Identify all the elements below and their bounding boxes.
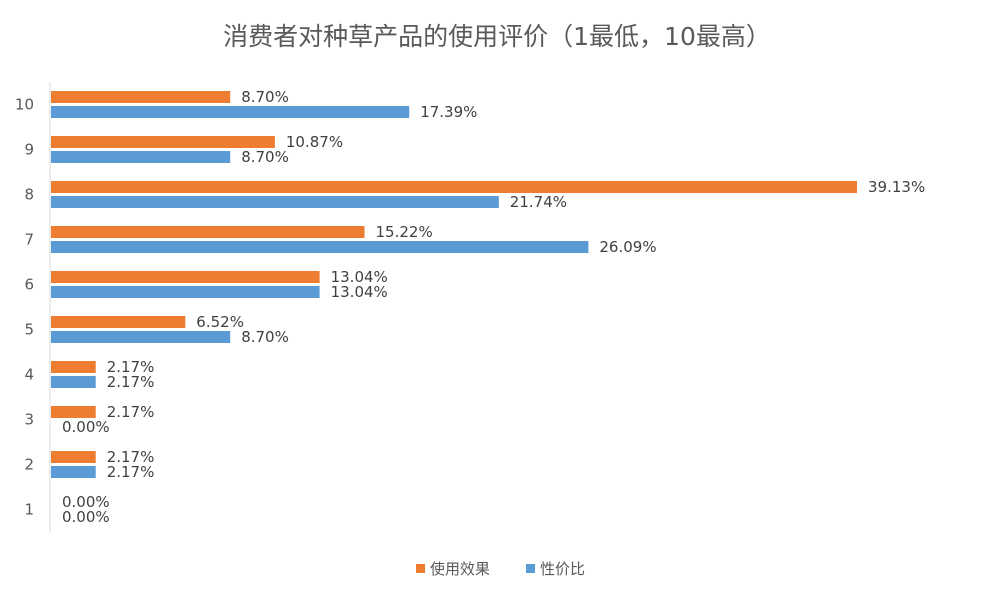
data-label-value-2: 2.17% [107, 463, 155, 481]
category-labels: 10 9 8 7 6 5 4 3 2 1 [15, 96, 34, 519]
data-label-value-7: 26.09% [599, 238, 656, 256]
bar-effect-5 [51, 316, 186, 328]
bar-value-9 [51, 151, 231, 163]
data-label-value-9: 8.70% [241, 148, 289, 166]
data-label-effect-6: 13.04% [331, 268, 388, 286]
bar-effect-3 [51, 406, 96, 418]
data-label-value-1: 0.00% [62, 508, 110, 526]
legend-label-effect: 使用效果 [430, 560, 490, 578]
data-label-effect-10: 8.70% [241, 88, 289, 106]
bar-value-8 [51, 196, 499, 208]
data-label-effect-9: 10.87% [286, 133, 343, 151]
data-labels: 8.70%17.39%10.87%8.70%39.13%21.74%15.22%… [62, 88, 925, 526]
bar-value-10 [51, 106, 410, 118]
category-label-9: 9 [24, 141, 34, 159]
category-label-3: 3 [24, 411, 34, 429]
data-label-effect-7: 15.22% [376, 223, 433, 241]
data-label-value-4: 2.17% [107, 373, 155, 391]
bar-effect-9 [51, 136, 275, 148]
bar-effect-4 [51, 361, 96, 373]
legend: 使用效果 性价比 [416, 560, 585, 578]
legend-swatch-value [526, 564, 535, 573]
bars [51, 91, 857, 478]
chart-title: 消费者对种草产品的使用评价（1最低，10最高） [223, 22, 771, 51]
data-label-value-3: 0.00% [62, 418, 110, 436]
data-label-effect-3: 2.17% [107, 403, 155, 421]
data-label-effect-5: 6.52% [196, 313, 244, 331]
bar-value-7 [51, 241, 589, 253]
category-label-8: 8 [24, 186, 34, 204]
bar-effect-2 [51, 451, 96, 463]
bar-effect-10 [51, 91, 231, 103]
bar-effect-6 [51, 271, 320, 283]
data-label-value-6: 13.04% [331, 283, 388, 301]
category-label-6: 6 [24, 276, 34, 294]
data-label-value-5: 8.70% [241, 328, 289, 346]
category-label-4: 4 [24, 366, 34, 384]
data-label-effect-2: 2.17% [107, 448, 155, 466]
data-label-effect-8: 39.13% [868, 178, 925, 196]
data-label-effect-1: 0.00% [62, 493, 110, 511]
bar-value-5 [51, 331, 231, 343]
data-label-effect-4: 2.17% [107, 358, 155, 376]
data-label-value-10: 17.39% [420, 103, 477, 121]
bar-value-2 [51, 466, 96, 478]
bar-effect-8 [51, 181, 857, 193]
bar-value-4 [51, 376, 96, 388]
bar-effect-7 [51, 226, 365, 238]
category-label-2: 2 [24, 456, 34, 474]
legend-label-value: 性价比 [540, 560, 585, 578]
bar-value-6 [51, 286, 320, 298]
category-label-10: 10 [15, 96, 34, 114]
category-label-5: 5 [24, 321, 34, 339]
legend-swatch-effect [416, 564, 425, 573]
data-label-value-8: 21.74% [510, 193, 567, 211]
category-label-7: 7 [24, 231, 34, 249]
category-label-1: 1 [24, 501, 34, 519]
